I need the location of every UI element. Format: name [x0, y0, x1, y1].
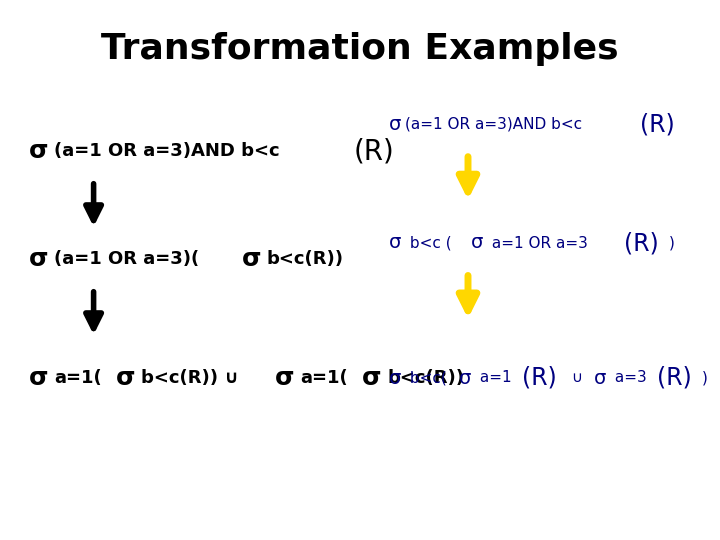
Text: σ: σ: [116, 366, 135, 390]
Text: ): ): [668, 235, 675, 251]
Text: (R): (R): [353, 137, 394, 165]
Text: b<c(: b<c(: [405, 370, 446, 386]
Text: ∪: ∪: [567, 370, 588, 386]
Text: σ: σ: [593, 368, 606, 388]
Text: (R): (R): [522, 366, 557, 390]
Text: σ: σ: [471, 233, 484, 253]
Text: (R): (R): [639, 112, 675, 136]
Text: σ: σ: [29, 366, 48, 390]
Text: a=1(: a=1(: [54, 369, 102, 387]
Text: σ: σ: [29, 247, 48, 271]
Text: b<c(R)): b<c(R)): [266, 250, 343, 268]
Text: b<c(R)): b<c(R)): [387, 369, 464, 387]
Text: σ: σ: [389, 114, 401, 134]
Text: b<c (: b<c (: [405, 235, 456, 251]
Text: b<c(R)) ∪: b<c(R)) ∪: [140, 369, 245, 387]
Text: (R): (R): [624, 231, 658, 255]
Text: a=1 OR a=3: a=1 OR a=3: [487, 235, 593, 251]
Text: (a=1 OR a=3)AND b<c: (a=1 OR a=3)AND b<c: [54, 142, 286, 160]
Text: σ: σ: [389, 368, 401, 388]
Text: a=1(: a=1(: [300, 369, 348, 387]
Text: a=1: a=1: [474, 370, 511, 386]
Text: σ: σ: [459, 368, 471, 388]
Text: (R): (R): [657, 366, 692, 390]
Text: σ: σ: [275, 366, 294, 390]
Text: σ: σ: [29, 139, 48, 163]
Text: σ: σ: [389, 233, 401, 253]
Text: a=3: a=3: [610, 370, 647, 386]
Text: σ: σ: [362, 366, 382, 390]
Text: σ: σ: [241, 247, 261, 271]
Text: (a=1 OR a=3)(: (a=1 OR a=3)(: [54, 250, 199, 268]
Text: (a=1 OR a=3)AND b<c: (a=1 OR a=3)AND b<c: [405, 117, 587, 132]
Text: ): ): [702, 370, 708, 386]
Text: Transformation Examples: Transformation Examples: [102, 32, 618, 65]
